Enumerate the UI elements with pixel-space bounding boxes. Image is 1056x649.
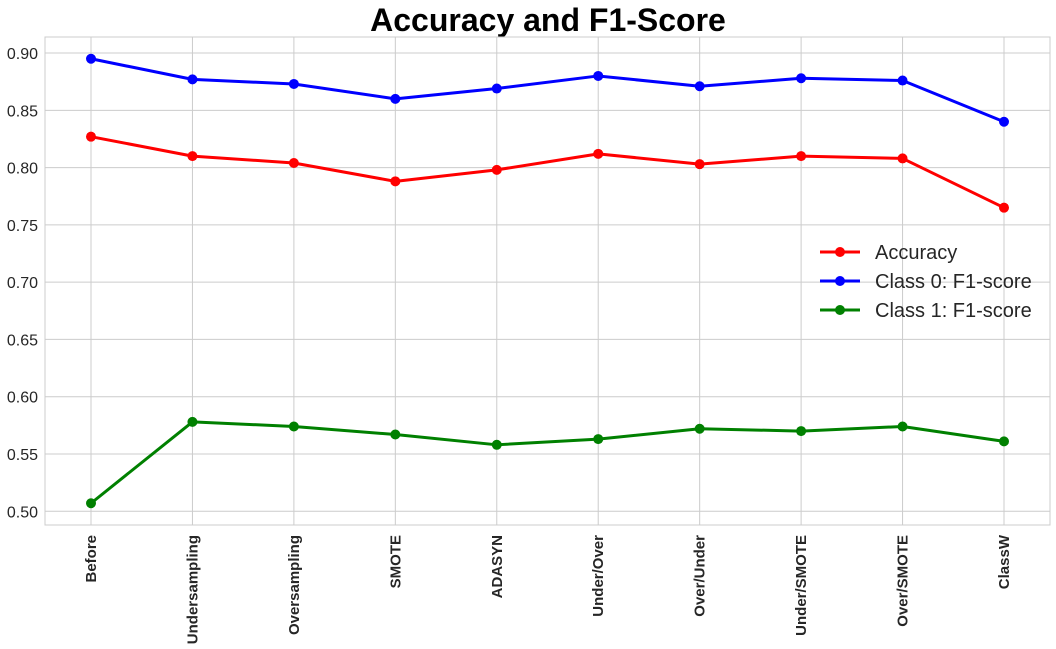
legend-label: Class 1: F1-score xyxy=(875,300,1032,322)
data-point xyxy=(999,436,1009,447)
data-point xyxy=(796,73,807,84)
x-tick-label: ClassW xyxy=(996,534,1013,589)
data-point xyxy=(187,74,198,85)
data-point xyxy=(897,421,908,432)
data-point xyxy=(694,81,705,92)
data-point xyxy=(288,158,299,169)
y-tick-label: 0.65 xyxy=(7,332,38,349)
data-point xyxy=(796,151,807,162)
data-point xyxy=(897,75,908,86)
series-line xyxy=(90,57,1005,124)
series-line xyxy=(90,135,1005,210)
x-tick-label: Oversampling xyxy=(286,535,303,635)
data-point xyxy=(187,151,198,162)
x-tick-label: SMOTE xyxy=(387,535,404,588)
y-tick-label: 0.80 xyxy=(7,161,38,178)
series-1 xyxy=(86,131,1009,213)
x-tick-label: Before xyxy=(83,535,100,583)
x-tick-label: Under/Over xyxy=(590,535,607,617)
data-point xyxy=(491,164,502,175)
data-point xyxy=(694,159,705,170)
legend: Accuracy Class 0: F1-score Class 1: F1-sco… xyxy=(820,242,1032,322)
data-point xyxy=(390,176,401,187)
data-point xyxy=(491,439,502,450)
y-tick-label: 0.90 xyxy=(7,46,38,63)
y-axis: 0.50 0.55 0.60 0.65 0.70 0.75 0.80 0.85 0.90 xyxy=(7,46,38,521)
data-point xyxy=(593,148,604,159)
x-tick-label: Over/SMOTE xyxy=(895,535,912,627)
legend-marker xyxy=(835,276,845,286)
data-point xyxy=(86,498,96,509)
legend-marker xyxy=(835,305,845,315)
plot-area xyxy=(44,36,1051,526)
legend-item: Accuracy xyxy=(820,242,957,264)
data-point xyxy=(999,116,1009,127)
series-2 xyxy=(86,53,1009,127)
chart-title: Accuracy and F1-Score xyxy=(370,2,726,38)
y-tick-label: 0.60 xyxy=(7,390,38,407)
series-3 xyxy=(86,416,1009,509)
series-line xyxy=(90,420,1005,505)
x-tick-label: Under/SMOTE xyxy=(793,535,810,636)
y-tick-label: 0.70 xyxy=(7,275,38,292)
data-point xyxy=(796,426,807,437)
data-point xyxy=(288,78,299,89)
x-tick-label: ADASYN xyxy=(489,535,506,598)
data-point xyxy=(86,131,96,142)
y-tick-label: 0.85 xyxy=(7,103,38,120)
x-axis: Before Undersampling Oversampling SMOTE ADAS… xyxy=(83,534,1013,644)
data-point xyxy=(390,93,401,104)
data-point xyxy=(999,202,1009,213)
data-point xyxy=(288,421,299,432)
x-tick-label: Undersampling xyxy=(184,535,201,644)
legend-label: Accuracy xyxy=(875,242,957,264)
legend-item: Class 1: F1-score xyxy=(820,300,1032,322)
legend-label: Class 0: F1-score xyxy=(875,271,1032,293)
legend-marker xyxy=(835,247,845,257)
data-point xyxy=(694,423,705,434)
data-point xyxy=(593,70,604,81)
y-tick-label: 0.55 xyxy=(7,447,38,464)
data-point xyxy=(593,434,604,445)
x-tick-label: Over/Under xyxy=(692,535,709,617)
data-point xyxy=(390,429,401,440)
legend-item: Class 0: F1-score xyxy=(820,271,1032,293)
y-tick-label: 0.75 xyxy=(7,218,38,235)
data-point xyxy=(897,153,908,164)
y-tick-label: 0.50 xyxy=(7,504,38,521)
data-point xyxy=(187,416,198,427)
data-point xyxy=(491,83,502,94)
data-point xyxy=(86,53,96,64)
series-group xyxy=(86,53,1009,509)
